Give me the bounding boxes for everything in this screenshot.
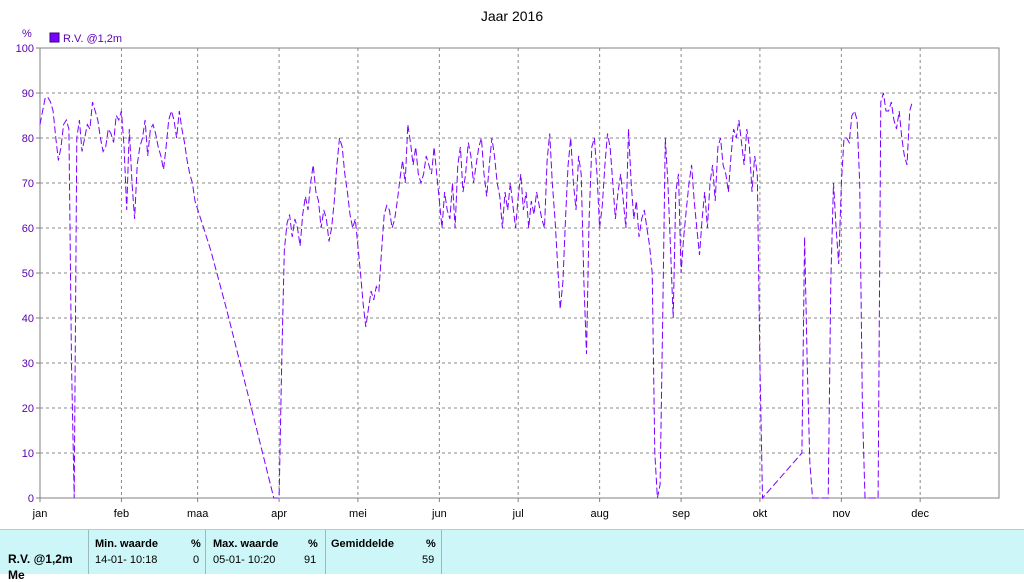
avg-header: Gemiddelde [331, 538, 394, 550]
stats-series-label: R.V. @1,2m [8, 552, 73, 566]
y-tick-label: 50 [22, 268, 34, 280]
y-tick-label: 60 [22, 223, 34, 235]
series-rv [39, 92, 913, 500]
legend-swatch [49, 32, 60, 43]
min-column: Min. waarde % 14-01- 10:18 0 [88, 530, 205, 574]
chart-title: Jaar 2016 [481, 8, 543, 24]
x-tick-label: apr [271, 508, 287, 520]
max-date: 05-01- 10:20 [213, 554, 276, 566]
stats-series-label-2: Me [8, 568, 25, 582]
chart: Jaar 2016 % R.V. @1,2m 0 10 20 30 40 50 60 70 80… [16, 8, 1000, 520]
avg-value: 59 [422, 554, 435, 566]
avg-column: Gemiddelde % 59 [325, 530, 441, 574]
y-tick-label: 90 [22, 88, 34, 100]
x-tick-label: maa [187, 508, 209, 520]
y-tick-label: 30 [22, 358, 34, 370]
y-tick-label: 70 [22, 178, 34, 190]
y-tick-label: 80 [22, 133, 34, 145]
x-tick-label: jun [431, 508, 447, 520]
x-axis: jan feb maa apr mei jun jul aug sep okt nov dec [32, 498, 930, 520]
max-value: 91 [304, 554, 317, 566]
x-tick-label: jan [32, 508, 48, 520]
y-tick-label: 100 [16, 43, 34, 55]
x-tick-label: feb [114, 508, 129, 520]
min-unit: % [191, 538, 201, 550]
series-line [39, 92, 913, 500]
y-tick-label: 0 [28, 493, 34, 505]
x-tick-label: aug [590, 508, 608, 520]
y-tick-label: 40 [22, 313, 34, 325]
legend-label: R.V. @1,2m [63, 33, 122, 45]
x-tick-label: jul [512, 508, 524, 520]
plot-area [39, 47, 1000, 499]
y-axis-unit-label: % [22, 28, 32, 40]
x-tick-label: dec [911, 508, 929, 520]
min-value: 0 [193, 554, 200, 566]
x-tick-label: mei [349, 508, 367, 520]
x-tick-label: sep [672, 508, 690, 520]
x-tick-label: nov [832, 508, 850, 520]
min-date: 14-01- 10:18 [95, 554, 158, 566]
max-column: Max. waarde % 05-01- 10:20 91 [205, 530, 326, 574]
grid-lines [40, 48, 999, 498]
statistics-panel: R.V. @1,2m Me Min. waarde % 14-01- 10:18… [0, 529, 1024, 582]
y-tick-label: 10 [22, 448, 34, 460]
avg-unit: % [426, 538, 436, 550]
x-tick-label: okt [753, 508, 768, 520]
y-axis: 0 10 20 30 40 50 60 70 80 90 100 [16, 43, 40, 505]
max-unit: % [308, 538, 318, 550]
min-header: Min. waarde [95, 538, 158, 550]
y-tick-label: 20 [22, 403, 34, 415]
max-header: Max. waarde [213, 538, 279, 550]
stats-divider [441, 530, 442, 574]
